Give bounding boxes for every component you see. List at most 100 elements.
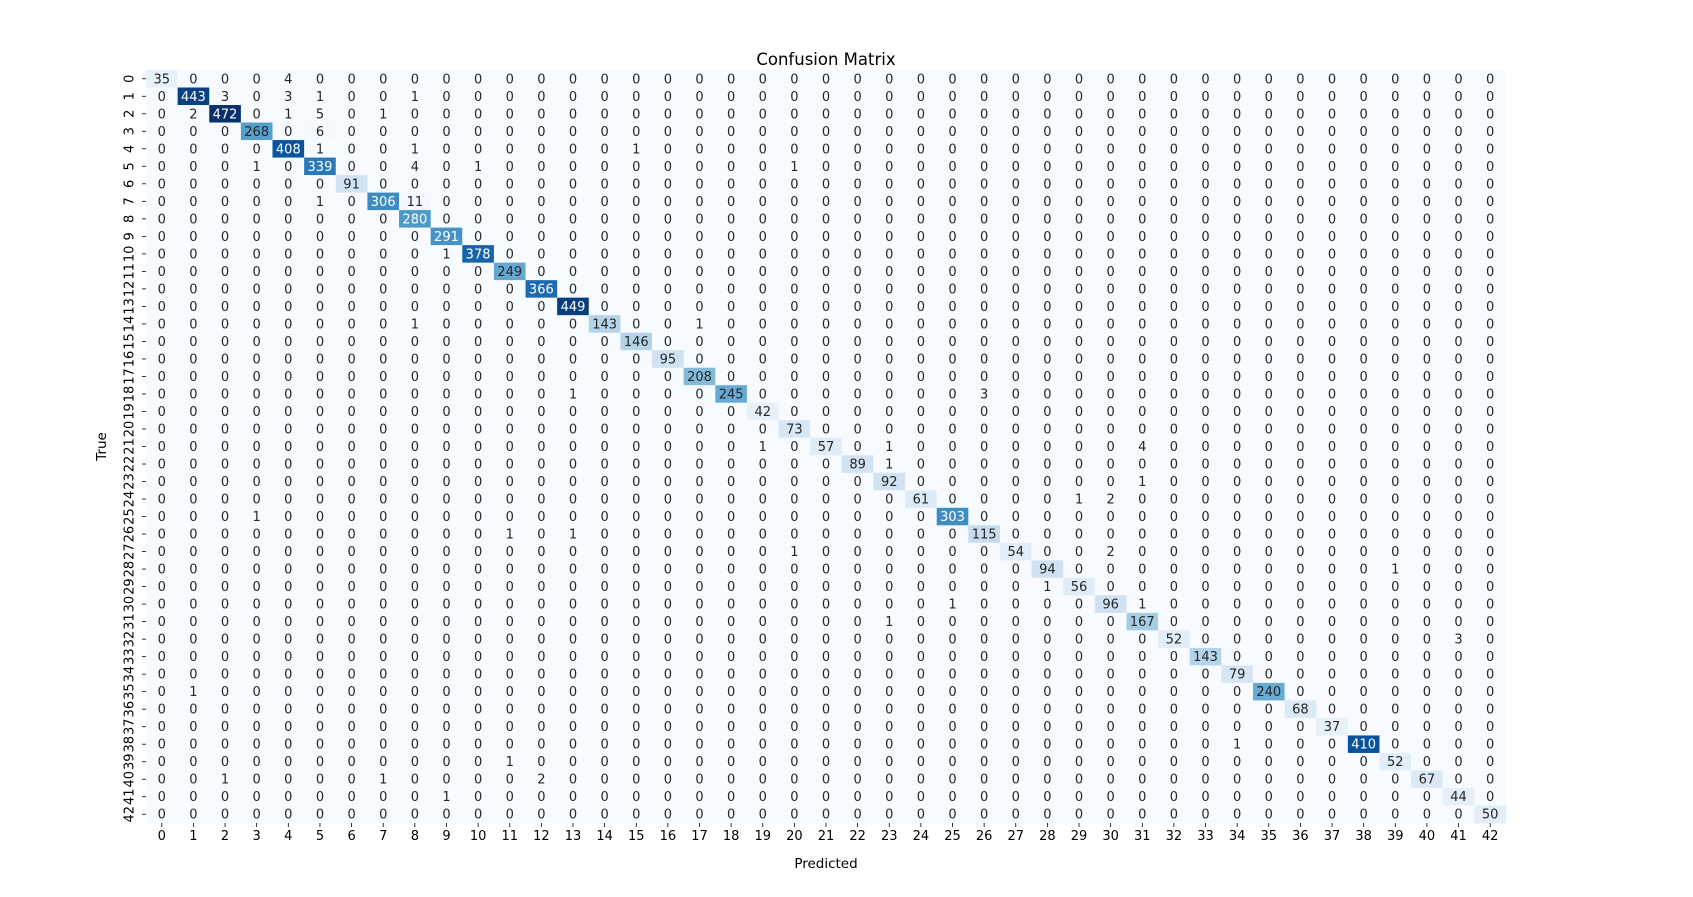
- cell-value-label: 0: [253, 493, 261, 508]
- heatmap-cell: [1442, 175, 1475, 193]
- cell-value-label: 0: [1296, 755, 1304, 770]
- cell-value-label: 0: [316, 650, 324, 665]
- cell-value-label: 0: [253, 458, 261, 473]
- cell-value-label: 0: [1454, 265, 1462, 280]
- cell-value-label: 0: [316, 265, 324, 280]
- cell-value-label: 0: [1107, 755, 1115, 770]
- x-tick-label: 21: [818, 829, 835, 844]
- cell-value-label: 0: [1012, 773, 1020, 788]
- cell-value-label: 0: [1296, 615, 1304, 630]
- y-tick-label: 21: [123, 438, 138, 455]
- cell-value-label: 0: [1296, 107, 1304, 122]
- cell-value-label: 0: [1138, 335, 1146, 350]
- cell-value-label: 0: [1107, 528, 1115, 543]
- cell-value-label: 1: [442, 790, 450, 805]
- cell-value-label: 0: [790, 107, 798, 122]
- cell-value-label: 0: [1296, 177, 1304, 192]
- heatmap-cell: [810, 332, 843, 351]
- y-tick-label: 7: [123, 197, 138, 205]
- cell-value-label: 0: [1233, 773, 1241, 788]
- y-tick-label: 0: [123, 75, 138, 83]
- cell-value-label: 0: [727, 703, 735, 718]
- cell-value-label: 0: [347, 282, 355, 297]
- cell-value-label: 0: [379, 387, 387, 402]
- cell-value-label: 0: [221, 580, 229, 595]
- heatmap-cell: [936, 315, 969, 334]
- cell-value-label: 0: [600, 668, 608, 683]
- cell-value-label: 0: [379, 755, 387, 770]
- heatmap-cell: [557, 262, 590, 281]
- cell-value-label: 0: [221, 790, 229, 805]
- heatmap-cell: [525, 175, 558, 193]
- cell-value-label: 0: [1486, 790, 1494, 805]
- cell-value-label: 0: [221, 300, 229, 315]
- heatmap-cell: [1347, 262, 1380, 281]
- heatmap-cell: [778, 262, 811, 281]
- cell-value-label: 0: [347, 230, 355, 245]
- cell-value-label: 0: [1391, 440, 1399, 455]
- cell-value-label: 0: [253, 703, 261, 718]
- cell-value-label: 143: [1193, 650, 1218, 665]
- cell-value-label: 0: [1138, 370, 1146, 385]
- heatmap-cell: [873, 87, 906, 106]
- heatmap-cell: [1379, 157, 1412, 176]
- cell-value-label: 0: [379, 230, 387, 245]
- cell-value-label: 0: [980, 125, 988, 140]
- cell-value-label: 0: [1360, 387, 1368, 402]
- cell-value-label: 0: [853, 142, 861, 157]
- y-tick-label: 40: [123, 771, 138, 788]
- cell-value-label: 1: [1138, 598, 1146, 613]
- cell-value-label: 0: [411, 405, 419, 420]
- cell-value-label: 0: [822, 545, 830, 560]
- cell-value-label: 0: [1201, 107, 1209, 122]
- cell-value-label: 0: [1170, 212, 1178, 227]
- cell-value-label: 0: [1170, 160, 1178, 175]
- cell-value-label: 0: [853, 195, 861, 210]
- cell-value-label: 0: [284, 387, 292, 402]
- cell-value-label: 0: [1012, 598, 1020, 613]
- cell-value-label: 0: [632, 317, 640, 332]
- heatmap-cell: [557, 175, 590, 193]
- heatmap-cell: [462, 332, 495, 351]
- cell-value-label: 0: [1486, 160, 1494, 175]
- cell-value-label: 0: [569, 755, 577, 770]
- cell-value-label: 280: [402, 212, 427, 227]
- y-tick-label: 14: [123, 316, 138, 333]
- heatmap-cell: [1221, 87, 1254, 106]
- cell-value-label: 0: [759, 720, 767, 735]
- cell-value-label: 0: [506, 475, 514, 490]
- cell-value-label: 0: [442, 510, 450, 525]
- cell-value-label: 1: [885, 440, 893, 455]
- cell-value-label: 0: [1012, 458, 1020, 473]
- heatmap-cell: [209, 227, 242, 246]
- cell-value-label: 0: [1170, 422, 1178, 437]
- cell-value-label: 0: [1296, 808, 1304, 823]
- cell-value-label: 0: [727, 598, 735, 613]
- cell-value-label: 0: [1170, 125, 1178, 140]
- cell-value-label: 0: [411, 808, 419, 823]
- cell-value-label: 0: [853, 422, 861, 437]
- cell-value-label: 0: [347, 475, 355, 490]
- cell-value-label: 0: [980, 773, 988, 788]
- cell-value-label: 0: [1328, 317, 1336, 332]
- cell-value-label: 0: [1265, 703, 1273, 718]
- heatmap-cell: [399, 140, 432, 158]
- heatmap-cell: [1284, 350, 1317, 369]
- cell-value-label: 0: [885, 142, 893, 157]
- cell-value-label: 0: [600, 335, 608, 350]
- cell-value-label: 0: [822, 125, 830, 140]
- cell-value-label: 0: [1486, 370, 1494, 385]
- heatmap-cell: [1126, 350, 1159, 369]
- cell-value-label: 0: [664, 387, 672, 402]
- cell-value-label: 0: [158, 387, 166, 402]
- cell-value-label: 0: [1360, 440, 1368, 455]
- cell-value-label: 0: [885, 528, 893, 543]
- heatmap-cell: [1411, 70, 1444, 88]
- cell-value-label: 0: [790, 387, 798, 402]
- heatmap-cell: [367, 297, 400, 316]
- cell-value-label: 0: [1201, 72, 1209, 87]
- cell-value-label: 0: [1360, 458, 1368, 473]
- cell-value-label: 0: [379, 598, 387, 613]
- heatmap-cell: [1347, 210, 1380, 229]
- cell-value-label: 0: [411, 335, 419, 350]
